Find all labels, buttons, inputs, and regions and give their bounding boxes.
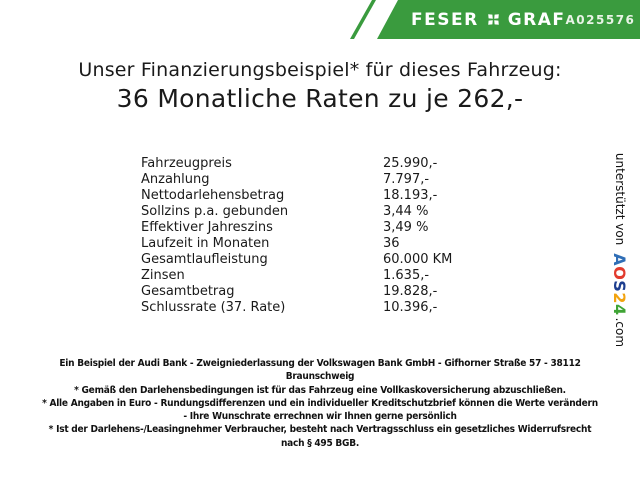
table-row: Nettodarlehensbetrag 18.193,-	[141, 188, 452, 204]
row-value: 10.396,-	[383, 300, 438, 315]
header-banner: FESER GRAF A025576	[377, 0, 640, 39]
row-label: Fahrzeugpreis	[141, 156, 232, 171]
footnotes: Ein Beispiel der Audi Bank - Zweignieder…	[16, 357, 624, 450]
table-row: Sollzins p.a. gebunden 3,44 %	[141, 204, 452, 220]
row-label: Zinsen	[141, 268, 185, 283]
row-label: Gesamtbetrag	[141, 284, 235, 299]
financing-table: Fahrzeugpreis 25.990,- Anzahlung 7.797,-…	[141, 156, 452, 316]
row-value: 36	[383, 236, 400, 251]
heading-title: 36 Monatliche Raten zu je 262,-	[116, 84, 524, 113]
row-value: 3,49 %	[383, 220, 429, 235]
table-row: Schlussrate (37. Rate) 10.396,-	[141, 300, 452, 316]
table-row: Anzahlung 7.797,-	[141, 172, 452, 188]
row-value: 25.990,-	[383, 156, 438, 171]
row-label: Laufzeit in Monaten	[141, 236, 270, 251]
table-row: Effektiver Jahreszins 3,49 %	[141, 220, 452, 236]
table-row: Gesamtbetrag 19.828,-	[141, 284, 452, 300]
row-value: 18.193,-	[383, 188, 438, 203]
row-label: Schlussrate (37. Rate)	[141, 300, 286, 315]
row-label: Effektiver Jahreszins	[141, 220, 273, 235]
row-label: Gesamtlaufleistung	[141, 252, 268, 267]
footnote-line: - Ihre Wunschrate errechnen wir Ihnen ge…	[183, 411, 457, 423]
page-heading: Unser Finanzierungsbeispiel* für dieses …	[0, 59, 640, 113]
banner-accent-stripe	[350, 0, 376, 39]
row-label: Anzahlung	[141, 172, 210, 187]
row-value: 19.828,-	[383, 284, 438, 299]
table-row: Zinsen 1.635,-	[141, 268, 452, 284]
footnote-line: nach § 495 BGB.	[280, 437, 360, 449]
support-label: unterstützt von	[613, 152, 627, 246]
row-label: Sollzins p.a. gebunden	[141, 204, 289, 219]
row-label: Nettodarlehensbetrag	[141, 188, 285, 203]
table-row: Gesamtlaufleistung 60.000 KM	[141, 252, 452, 268]
footnote-line: * Ist der Darlehens-/Leasingnehmer Verbr…	[48, 424, 592, 436]
footnote-line: Ein Beispiel der Audi Bank - Zweignieder…	[59, 358, 581, 369]
footnote-line: * Gemäß den Darlehensbedingungen ist für…	[74, 384, 566, 396]
brand-logo: FESER GRAF	[411, 10, 566, 30]
table-row: Fahrzeugpreis 25.990,-	[141, 156, 452, 172]
footnote-line: * Alle Angaben in Euro - Rundungsdiffere…	[42, 397, 598, 409]
clover-pinwheel-icon	[485, 11, 502, 28]
vehicle-id: A025576	[565, 12, 636, 27]
table-row: Laufzeit in Monaten 36	[141, 236, 452, 252]
brand-word-graf: GRAF	[507, 9, 566, 30]
brand-word-feser: FESER	[411, 9, 479, 30]
row-value: 3,44 %	[383, 204, 429, 219]
row-value: 1.635,-	[383, 268, 430, 283]
footnote-line: Braunschweig	[285, 371, 355, 383]
row-value: 60.000 KM	[383, 252, 453, 267]
support-domain-suffix: .com	[613, 317, 627, 348]
heading-subtitle: Unser Finanzierungsbeispiel* für dieses …	[78, 59, 562, 81]
row-value: 7.797,-	[383, 172, 430, 187]
